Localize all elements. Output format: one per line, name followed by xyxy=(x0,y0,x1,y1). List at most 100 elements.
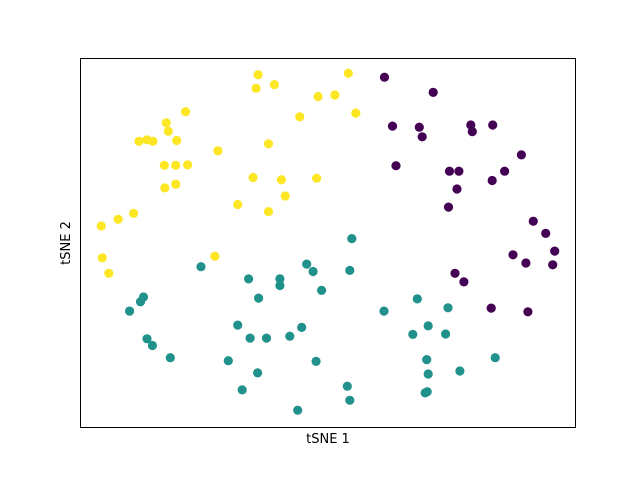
scatter-point xyxy=(313,91,323,102)
scatter-point xyxy=(285,331,295,341)
scatter-point xyxy=(490,353,500,363)
scatter-point xyxy=(165,353,175,363)
scatter-point xyxy=(210,251,220,261)
scatter-point xyxy=(379,306,389,316)
scatter-point xyxy=(160,183,170,193)
scatter-point xyxy=(96,221,106,231)
scatter-point xyxy=(280,191,290,201)
scatter-point xyxy=(302,259,312,269)
scatter-point xyxy=(261,333,272,343)
scatter-point xyxy=(345,265,355,275)
scatter-point xyxy=(233,320,243,330)
scatter-point xyxy=(311,356,321,366)
scatter-point xyxy=(422,355,432,365)
scatter-point xyxy=(488,120,498,130)
y-axis-label: tSNE 2 xyxy=(59,221,74,265)
scatter-point xyxy=(423,321,433,331)
scatter-point xyxy=(523,307,533,317)
scatter-point xyxy=(237,385,247,395)
scatter-point xyxy=(500,166,510,176)
scatter-point xyxy=(408,329,418,339)
scatter-point xyxy=(308,266,318,277)
scatter-point xyxy=(351,108,361,118)
scatter-point xyxy=(113,214,123,224)
scatter-point xyxy=(342,381,352,391)
scatter-point xyxy=(516,150,527,160)
scatter-point xyxy=(423,369,433,379)
scatter-point xyxy=(129,208,139,218)
scatter-point xyxy=(293,405,303,415)
scatter-point xyxy=(213,146,223,156)
scatter-point xyxy=(467,127,477,137)
scatter-point xyxy=(248,172,258,183)
scatter-point xyxy=(253,70,263,80)
scatter-point xyxy=(275,274,285,284)
scatter-point xyxy=(345,395,355,405)
scatter-point xyxy=(125,306,135,316)
scatter-point xyxy=(181,107,191,117)
scatter-point xyxy=(441,329,451,339)
scatter-point xyxy=(417,132,427,142)
scatter-point xyxy=(251,83,261,93)
scatter-point xyxy=(414,122,424,132)
scatter-point xyxy=(452,184,462,194)
scatter-point xyxy=(312,173,322,183)
scatter-point xyxy=(508,250,518,260)
scatter-point xyxy=(196,262,206,272)
scatter-point xyxy=(148,136,158,146)
scatter-point xyxy=(455,366,465,376)
scatter-point xyxy=(487,175,497,186)
scatter-point xyxy=(171,160,181,170)
scatter-point xyxy=(269,80,279,90)
scatter-points xyxy=(96,68,560,415)
scatter-point xyxy=(275,280,285,291)
scatter-point xyxy=(161,118,171,128)
scatter-point xyxy=(420,388,430,398)
scatter-point xyxy=(171,179,181,189)
scatter-point xyxy=(454,166,464,176)
scatter-point xyxy=(147,340,157,351)
scatter-point xyxy=(245,333,255,343)
scatter-point xyxy=(295,112,305,122)
scatter-point xyxy=(428,87,438,97)
scatter-point xyxy=(391,161,401,171)
scatter-point xyxy=(223,356,233,366)
scatter-point xyxy=(387,121,398,131)
scatter-point xyxy=(459,277,469,287)
scatter-point xyxy=(548,260,558,270)
scatter-point xyxy=(443,303,453,313)
scatter-point xyxy=(444,166,455,176)
scatter-point xyxy=(244,274,254,284)
scatter-point xyxy=(163,126,173,136)
scatter-point xyxy=(263,207,274,217)
scatter-point xyxy=(172,135,182,146)
plot-frame xyxy=(80,58,576,428)
scatter-point xyxy=(521,258,531,268)
x-axis-label: tSNE 1 xyxy=(306,432,350,447)
scatter-point xyxy=(142,334,152,344)
scatter-point xyxy=(183,160,193,170)
scatter-point xyxy=(134,136,144,146)
scatter-point xyxy=(97,253,107,263)
scatter-point xyxy=(297,322,307,332)
scatter-point xyxy=(450,268,460,278)
scatter-point xyxy=(104,268,114,278)
scatter-point xyxy=(253,368,263,378)
scatter-point xyxy=(330,90,340,100)
scatter-point xyxy=(233,199,243,210)
scatter-point xyxy=(443,202,454,212)
scatter-point xyxy=(541,228,551,238)
scatter-point xyxy=(486,303,496,313)
scatter-point xyxy=(550,246,560,256)
scatter-point xyxy=(343,68,353,78)
scatter-point xyxy=(276,175,286,185)
scatter-point xyxy=(528,216,538,226)
scatter-point xyxy=(347,234,357,244)
scatter-point xyxy=(159,160,169,170)
scatter-point xyxy=(379,72,390,82)
scatter-point xyxy=(135,297,146,307)
scatter-point xyxy=(412,294,422,304)
scatter-point xyxy=(317,285,327,295)
scatter-point xyxy=(254,293,264,303)
